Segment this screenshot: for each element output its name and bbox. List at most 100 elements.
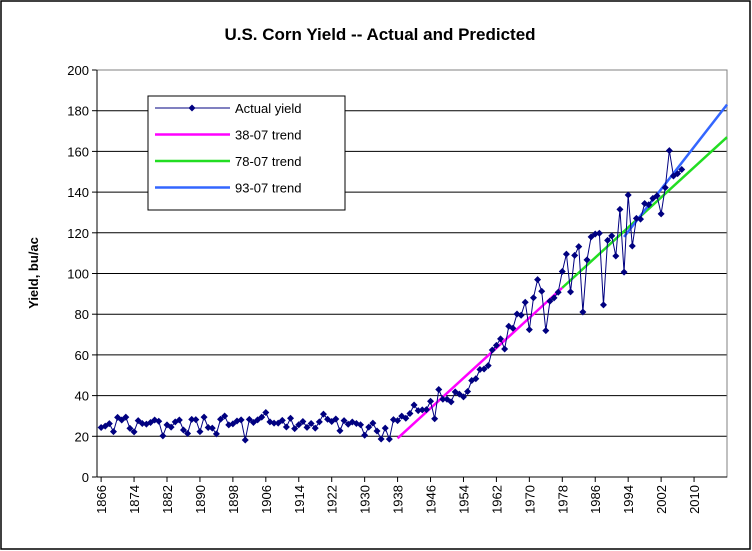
data-point — [501, 345, 509, 353]
data-point — [624, 191, 632, 199]
data-point — [628, 242, 636, 250]
x-tick-label: 1994 — [621, 485, 636, 514]
x-tick-label: 1906 — [259, 485, 274, 514]
data-point — [546, 297, 554, 305]
y-tick-label: 180 — [67, 104, 89, 119]
y-tick-label: 140 — [67, 185, 89, 200]
data-point — [509, 324, 517, 332]
y-tick-label: 40 — [75, 389, 89, 404]
data-point — [336, 427, 344, 435]
data-point — [657, 210, 665, 218]
legend-marker — [188, 104, 196, 112]
data-point — [410, 401, 418, 409]
data-point — [529, 294, 537, 302]
data-point — [538, 287, 546, 295]
data-point — [291, 425, 299, 433]
data-point — [521, 298, 529, 306]
x-tick-label: 1914 — [292, 485, 307, 514]
data-point — [674, 170, 682, 178]
data-point — [184, 429, 192, 437]
y-tick-label: 120 — [67, 226, 89, 241]
data-point — [278, 416, 286, 424]
data-point — [319, 410, 327, 418]
x-tick-label: 1882 — [160, 485, 175, 514]
data-point — [394, 417, 402, 425]
data-point — [447, 398, 455, 406]
data-point — [340, 417, 348, 425]
data-point — [200, 413, 208, 421]
data-point — [620, 268, 628, 276]
x-tick-label: 1866 — [94, 485, 109, 514]
data-point — [678, 166, 686, 174]
data-point — [237, 416, 245, 424]
chart-title: U.S. Corn Yield -- Actual and Predicted — [224, 25, 535, 44]
data-point — [175, 416, 183, 424]
data-point — [212, 430, 220, 438]
data-point — [488, 346, 496, 354]
data-point — [357, 421, 365, 429]
data-point — [188, 415, 196, 423]
data-point — [258, 413, 266, 421]
data-point — [373, 427, 381, 435]
data-point — [365, 423, 373, 431]
x-tick-label: 1954 — [456, 485, 471, 514]
data-point — [208, 424, 216, 432]
data-point — [138, 419, 146, 427]
data-point — [418, 406, 426, 414]
data-point — [361, 431, 369, 439]
legend-label: Actual yield — [235, 101, 301, 116]
x-tick-label: 1986 — [588, 485, 603, 514]
data-point — [558, 267, 566, 275]
data-point — [427, 397, 435, 405]
data-point — [550, 294, 558, 302]
legend-label: 38-07 trend — [235, 128, 302, 143]
data-point — [130, 428, 138, 436]
data-point — [567, 288, 575, 296]
data-point — [616, 205, 624, 213]
x-tick-label: 1890 — [193, 485, 208, 514]
data-point — [583, 256, 591, 264]
x-tick-label: 1874 — [127, 485, 142, 514]
data-point — [385, 435, 393, 443]
data-point — [431, 415, 439, 423]
x-tick-label: 1978 — [555, 485, 570, 514]
data-point — [497, 335, 505, 343]
data-point — [332, 415, 340, 423]
series-line — [396, 286, 564, 440]
data-point — [562, 250, 570, 258]
data-point — [608, 232, 616, 240]
data-point — [595, 229, 603, 237]
x-tick-label: 1962 — [489, 485, 504, 514]
data-point — [159, 432, 167, 440]
data-point — [612, 252, 620, 260]
data-point — [517, 311, 525, 319]
y-tick-label: 0 — [82, 470, 89, 485]
y-tick-label: 200 — [67, 63, 89, 78]
data-point — [422, 406, 430, 414]
x-tick-label: 2002 — [654, 485, 669, 514]
data-point — [406, 410, 414, 418]
legend-box — [147, 95, 346, 211]
data-point — [303, 423, 311, 431]
data-point — [369, 419, 377, 427]
data-point — [126, 424, 134, 432]
data-point — [464, 388, 472, 396]
data-point — [155, 417, 163, 425]
data-point — [484, 362, 492, 370]
data-point — [476, 366, 484, 374]
data-point — [299, 417, 307, 425]
data-point — [192, 416, 200, 424]
y-tick-label: 100 — [67, 267, 89, 282]
y-tick-label: 160 — [67, 144, 89, 159]
legend-label: 78-07 trend — [235, 154, 302, 169]
data-point — [315, 418, 323, 426]
data-point — [282, 423, 290, 431]
y-axis-label: Yield, bu/ac — [26, 237, 41, 309]
data-point — [571, 251, 579, 259]
data-point — [217, 415, 225, 423]
data-point — [637, 215, 645, 223]
data-point — [196, 428, 204, 436]
y-tick-label: 20 — [75, 429, 89, 444]
